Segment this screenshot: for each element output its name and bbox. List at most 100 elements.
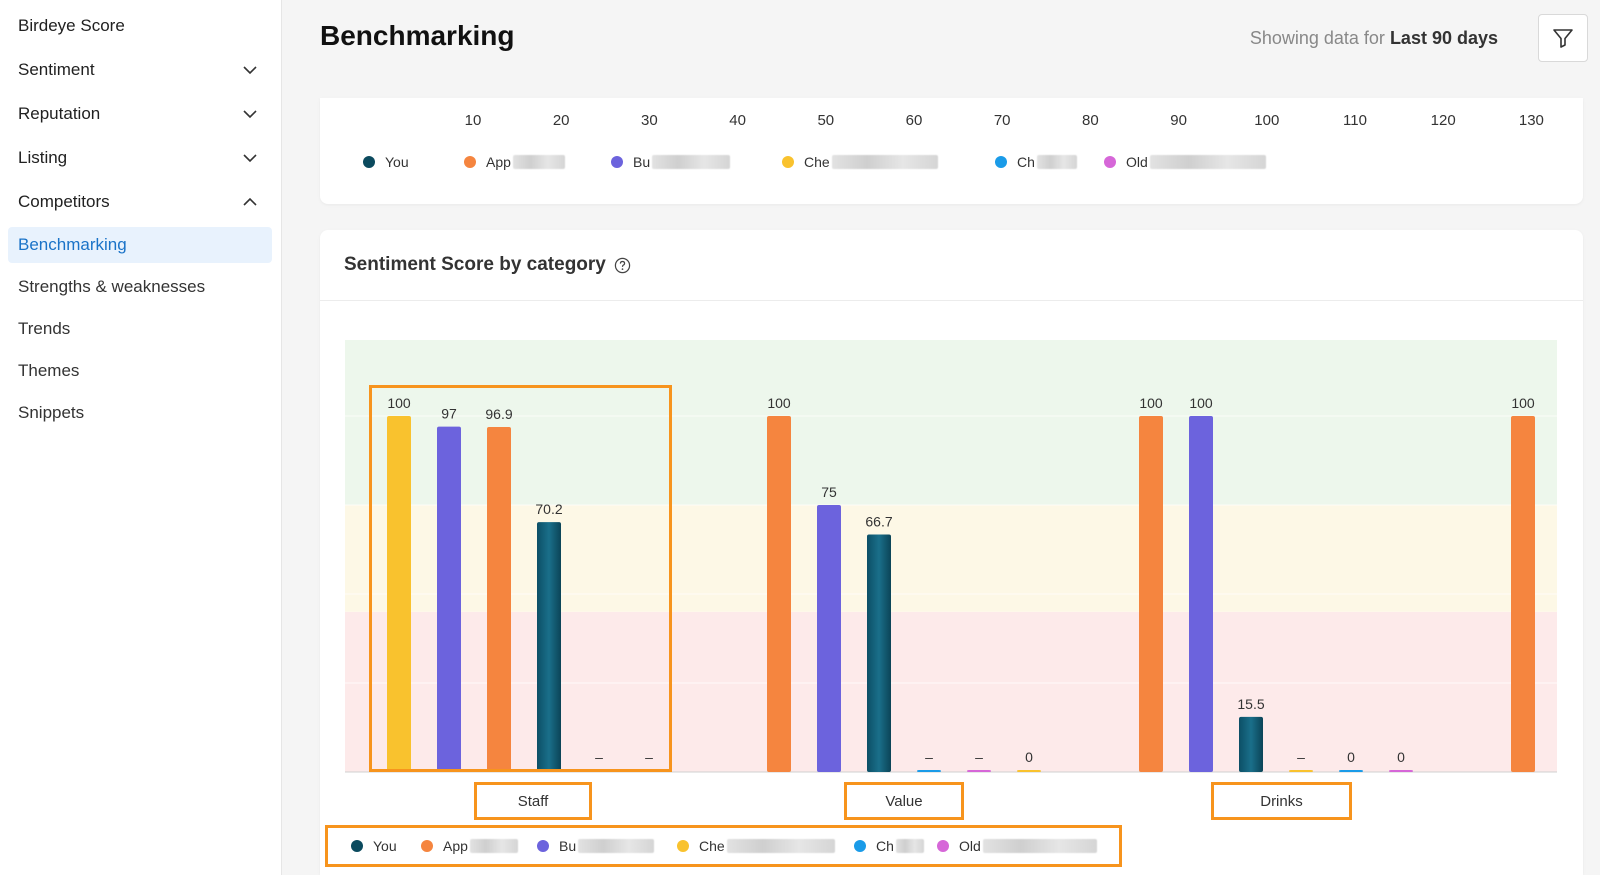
legend-label: App xyxy=(443,838,468,854)
x-tick-label: 130 xyxy=(1518,112,1544,129)
redacted-name xyxy=(726,839,835,853)
data-label: 15.5 xyxy=(1237,696,1264,712)
sidebar-subitem-trends[interactable]: Trends xyxy=(18,311,272,347)
redacted-name xyxy=(652,155,731,169)
bar-app xyxy=(487,427,511,772)
data-label: 100 xyxy=(1511,395,1535,411)
sidebar: Birdeye Score Sentiment Reputation Listi… xyxy=(0,0,282,875)
redacted-name xyxy=(982,839,1097,853)
data-label: 0 xyxy=(1025,749,1033,765)
category-label-value: Value xyxy=(844,782,964,820)
data-label: 96.9 xyxy=(485,406,512,422)
sidebar-subitem-label: Strengths & weaknesses xyxy=(18,277,206,296)
legend-dot-icon xyxy=(782,156,794,168)
legend-item[interactable]: App xyxy=(421,838,518,854)
help-icon[interactable] xyxy=(614,257,631,274)
bar-ch xyxy=(917,770,941,772)
card-title: Sentiment Score by category xyxy=(344,254,631,276)
legend-dot-icon xyxy=(677,840,689,852)
legend-dot-icon xyxy=(937,840,949,852)
data-label: – xyxy=(975,749,983,765)
category-label-text: Value xyxy=(885,792,923,810)
bottom-legend-highlight xyxy=(325,825,1122,867)
data-label: 75 xyxy=(821,484,837,500)
sidebar-item-label: Reputation xyxy=(18,104,101,123)
legend-item[interactable]: Che xyxy=(677,838,835,854)
legend-item[interactable]: Old xyxy=(1104,154,1266,170)
redacted-name xyxy=(1149,155,1266,169)
divider xyxy=(320,300,1583,301)
x-tick-label: 80 xyxy=(1082,112,1099,129)
legend-label: Old xyxy=(959,838,981,854)
data-label: 0 xyxy=(1347,749,1355,765)
sidebar-item-label: Listing xyxy=(18,148,68,167)
filter-icon xyxy=(1553,29,1573,48)
chevron-down-icon xyxy=(241,61,259,79)
bar-old xyxy=(1389,770,1413,772)
legend-item[interactable]: Bu xyxy=(537,838,655,854)
legend-item[interactable]: You xyxy=(351,838,397,854)
filter-button[interactable] xyxy=(1538,14,1588,62)
bar-che xyxy=(1289,770,1313,772)
bar-che xyxy=(387,416,411,772)
score-comparison-card xyxy=(320,98,1583,204)
staff-group-highlight xyxy=(369,385,672,772)
sentiment-bar-chart: 100 97 96.9 70.2 – – 100 75 66.7 – – 0 100 100 15.5 – 0 0… xyxy=(345,340,1557,773)
redacted-name xyxy=(831,155,938,169)
legend-dot-icon xyxy=(995,156,1007,168)
legend-dot-icon xyxy=(464,156,476,168)
x-tick-label: 50 xyxy=(817,112,835,129)
x-tick-label: 70 xyxy=(993,112,1011,129)
sidebar-item-listing[interactable]: Listing xyxy=(18,140,259,176)
sidebar-subitem-label: Benchmarking xyxy=(18,235,127,254)
data-label: 100 xyxy=(387,395,411,411)
sidebar-item-label: Birdeye Score xyxy=(18,16,125,35)
bar-bu xyxy=(437,426,461,772)
sidebar-subitem-label: Trends xyxy=(18,319,71,338)
data-label: – xyxy=(645,749,653,765)
legend-item[interactable]: Old xyxy=(937,838,1097,854)
legend-item[interactable]: You xyxy=(363,154,409,170)
legend-item[interactable]: Ch xyxy=(854,838,924,854)
chevron-down-icon xyxy=(241,149,259,167)
bar-che xyxy=(1017,770,1041,772)
score-band xyxy=(345,340,1557,505)
legend-item[interactable]: Ch xyxy=(995,154,1077,170)
x-tick-label: 60 xyxy=(905,112,923,129)
legend-label: You xyxy=(373,838,397,854)
sidebar-item-competitors[interactable]: Competitors xyxy=(18,184,259,220)
date-range-prefix: Showing data for xyxy=(1249,28,1385,48)
sidebar-subitem-snippets[interactable]: Snippets xyxy=(18,395,272,431)
legend-dot-icon xyxy=(351,840,363,852)
data-label: 100 xyxy=(767,395,791,411)
sidebar-item-reputation[interactable]: Reputation xyxy=(18,96,259,132)
legend-dot-icon xyxy=(537,840,549,852)
sidebar-subitem-themes[interactable]: Themes xyxy=(18,353,272,389)
bar-app xyxy=(1139,416,1163,772)
legend-item[interactable]: App xyxy=(464,154,565,170)
bar-you xyxy=(867,534,891,772)
bar-bu xyxy=(1189,416,1213,772)
legend-item[interactable]: Bu xyxy=(611,154,731,170)
sidebar-item-birdeye-score[interactable]: Birdeye Score xyxy=(18,8,259,44)
data-label: 70.2 xyxy=(535,501,562,517)
sidebar-subitem-benchmarking[interactable]: Benchmarking xyxy=(8,227,272,263)
x-tick-label: 90 xyxy=(1170,112,1187,129)
sidebar-item-sentiment[interactable]: Sentiment xyxy=(18,52,259,88)
bar-you xyxy=(1239,716,1263,772)
sidebar-item-label: Competitors xyxy=(18,192,110,211)
category-label-staff: Staff xyxy=(474,782,592,820)
sidebar-item-label: Sentiment xyxy=(18,60,95,79)
legend-dot-icon xyxy=(611,156,623,168)
bar-bu xyxy=(817,505,841,772)
data-label: 97 xyxy=(441,406,457,422)
legend-label: Che xyxy=(699,838,725,854)
sidebar-subitem-strengths-weaknesses[interactable]: Strengths & weaknesses xyxy=(18,269,272,305)
data-label: 100 xyxy=(1189,395,1213,411)
redacted-name xyxy=(1036,155,1077,169)
legend-label: Bu xyxy=(559,838,577,854)
legend-item[interactable]: Che xyxy=(782,154,938,170)
chevron-up-icon xyxy=(241,193,259,211)
date-range-value: Last 90 days xyxy=(1389,28,1498,48)
data-label: – xyxy=(925,749,933,765)
